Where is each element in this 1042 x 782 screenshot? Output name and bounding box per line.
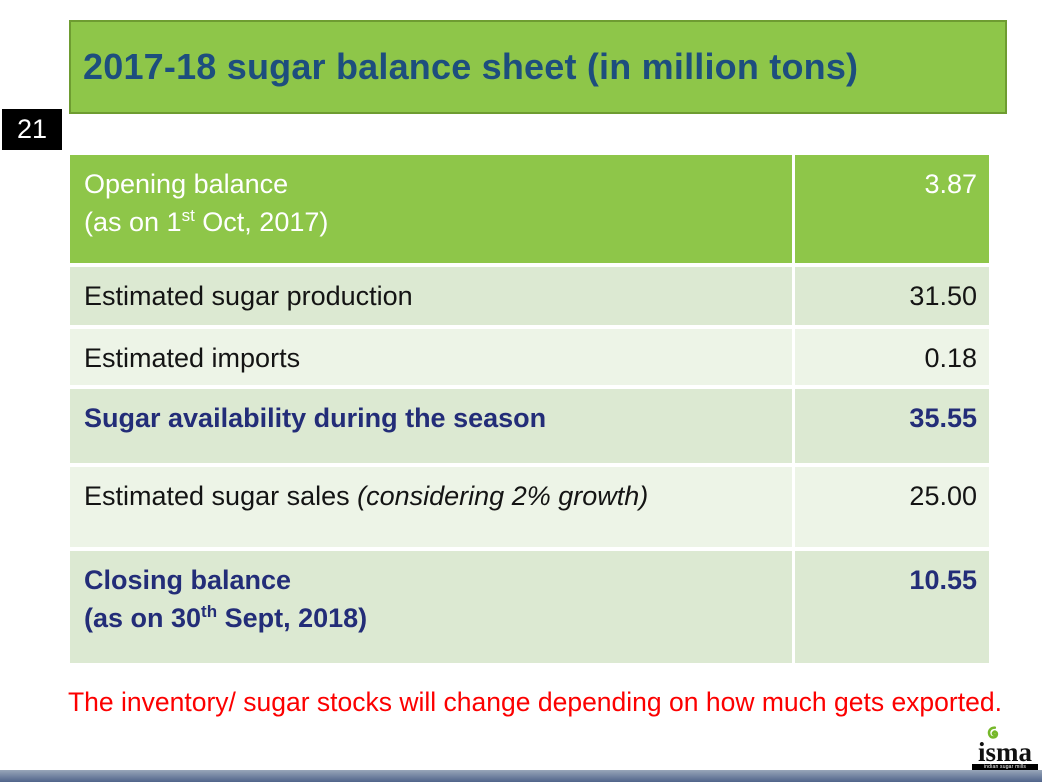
ordinal-superscript: th	[201, 602, 218, 621]
row-label-line2: (as on 30th Sept, 2018)	[84, 602, 368, 633]
leaf-swirl-icon	[987, 726, 999, 739]
row-label-closing-balance: Closing balance (as on 30th Sept, 2018)	[70, 551, 792, 663]
table-row: Estimated sugar sales (considering 2% gr…	[70, 467, 989, 547]
row-label-line1: Opening balance	[84, 169, 289, 199]
page-title: 2017-18 sugar balance sheet (in million …	[83, 46, 859, 87]
row-label-line2: (as on 1st Oct, 2017)	[84, 206, 329, 237]
isma-logo-text: isma	[978, 737, 1032, 767]
row-label-sugar-sales: Estimated sugar sales (considering 2% gr…	[70, 467, 792, 547]
table-row: Sugar availability during the season 35.…	[70, 389, 989, 463]
row-label-availability: Sugar availability during the season	[70, 389, 792, 463]
slide-number-badge: 21	[2, 109, 62, 150]
row-value-sugar-sales: 25.00	[795, 467, 989, 547]
footer-bar	[0, 770, 1042, 782]
row-label-line1: Closing balance	[84, 565, 292, 595]
table-row: Estimated imports 0.18	[70, 329, 989, 385]
row-value-opening-balance: 3.87	[795, 155, 989, 263]
row-value-closing-balance: 10.55	[795, 551, 989, 663]
table-row: Estimated sugar production 31.50	[70, 267, 989, 325]
title-banner: 2017-18 sugar balance sheet (in million …	[69, 20, 1007, 114]
ordinal-superscript: st	[181, 206, 195, 225]
table-row: Closing balance (as on 30th Sept, 2018) …	[70, 551, 989, 663]
row-label-normal-part: Estimated sugar sales	[84, 481, 358, 511]
row-value-availability: 35.55	[795, 389, 989, 463]
row-value-sugar-production: 31.50	[795, 267, 989, 325]
row-label-opening-balance: Opening balance (as on 1st Oct, 2017)	[70, 155, 792, 263]
table-row: Opening balance (as on 1st Oct, 2017) 3.…	[70, 155, 989, 263]
row-label-sugar-production: Estimated sugar production	[70, 267, 792, 325]
row-value-imports: 0.18	[795, 329, 989, 385]
row-label-italic-part: (considering 2% growth)	[357, 481, 649, 511]
isma-logo-tagline: indian sugar mills association	[972, 764, 1038, 771]
inventory-note: The inventory/ sugar stocks will change …	[68, 687, 1002, 717]
slide-number-text: 21	[16, 114, 48, 144]
sugar-balance-table: Opening balance (as on 1st Oct, 2017) 3.…	[70, 155, 989, 667]
row-label-imports: Estimated imports	[70, 329, 792, 385]
isma-logo: isma indian sugar mills association	[972, 726, 1038, 771]
